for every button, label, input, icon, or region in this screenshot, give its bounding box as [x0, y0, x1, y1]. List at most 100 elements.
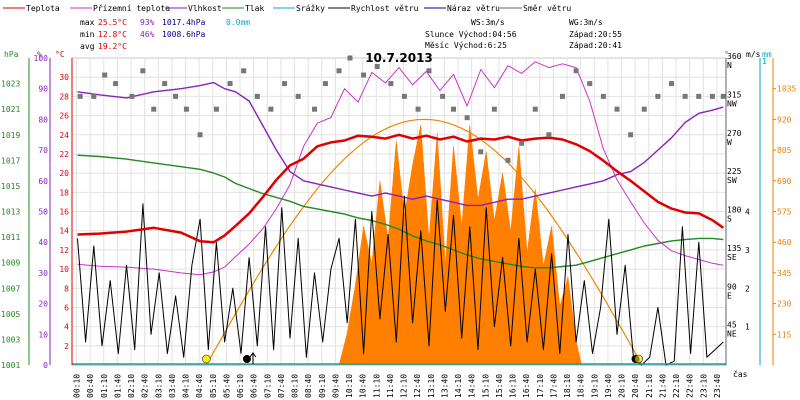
pressure-tick-label: 1011 — [1, 233, 20, 242]
stats-block: max 25.5°C 93% 1017.4hPa 0.0mm min 12.8°… — [80, 18, 250, 51]
solar-tick-label: 460 — [777, 238, 792, 247]
pressure-tick-label: 1007 — [1, 284, 20, 293]
x-tick-label: 20:40 — [631, 374, 640, 398]
axes-layer: 00:10 00:40 01:10 01:40 02:10 02:40 03:10 03:40… — [1, 52, 796, 398]
wind-direction-point — [173, 93, 179, 99]
wind-direction-point — [77, 93, 83, 99]
x-tick-label: 04:40 — [195, 374, 204, 398]
x-tick-label: 16:40 — [522, 374, 531, 398]
pressure-tick-label: 1015 — [1, 182, 20, 191]
legend-smer-vetru: Směr větru — [523, 4, 571, 13]
sunrise-marker — [201, 354, 211, 364]
pressure-tick-label: 1009 — [1, 259, 20, 268]
x-tick-label: 23:10 — [699, 374, 708, 398]
humidity-tick-label: 80 — [38, 115, 48, 124]
temperature-tick-label: 14 — [59, 227, 69, 236]
temperature-tick-label: 6 — [64, 303, 69, 312]
x-tick-label: 14:10 — [454, 374, 463, 398]
humidity-tick-label: 60 — [38, 177, 48, 186]
wind-dir-tick-value: 180 — [727, 206, 742, 215]
x-tick-label: 18:10 — [563, 374, 572, 398]
wind-direction-point — [415, 106, 421, 112]
wind-direction-point — [426, 68, 432, 74]
wind-direction-point — [295, 93, 301, 99]
humidity-tick-label: 0 — [43, 361, 48, 370]
wind-direction-point — [102, 72, 108, 78]
wind-dir-tick-value: 315 — [727, 90, 742, 99]
wind-direction-point — [91, 93, 97, 99]
wind-direction-point — [655, 93, 661, 99]
info-sun-set: Západ:20:55 — [569, 30, 622, 39]
legend-vlhkost: Vlhkost — [188, 4, 222, 13]
x-tick-label: 23:40 — [713, 374, 722, 398]
pressure-tick-label: 1017 — [1, 156, 20, 165]
humidity-tick-label: 100 — [34, 54, 49, 63]
wind-direction-point — [388, 81, 394, 87]
temperature-tick-label: 26 — [59, 112, 69, 121]
x-tick-label: 01:10 — [100, 374, 109, 398]
wind-direction-point — [254, 93, 260, 99]
humidity-tick-label: 90 — [38, 85, 48, 94]
wind-direction-point — [451, 106, 456, 112]
pressure-tick-label: 1003 — [1, 335, 20, 344]
x-axis-label: čas — [733, 369, 748, 379]
temperature-tick-label: 18 — [59, 188, 69, 197]
wind-direction-point — [478, 149, 484, 155]
stats-max-label: max — [80, 18, 95, 27]
x-tick-label: 12:10 — [400, 374, 409, 398]
x-tick-label: 08:10 — [291, 374, 300, 398]
info-ws: WS:3m/s — [471, 18, 505, 27]
temperature-tick-label: 22 — [59, 150, 69, 159]
stats-max-hum: 93% — [140, 18, 155, 27]
x-tick-label: 22:40 — [686, 374, 695, 398]
x-tick-label: 12:40 — [413, 374, 422, 398]
temperature-tick-label: 12 — [59, 246, 69, 255]
wind-direction-point — [682, 93, 688, 99]
lines-layer — [72, 61, 726, 366]
wind-direction-point — [241, 68, 247, 74]
markers-layer — [201, 352, 643, 364]
moonrise-arrow-head — [249, 352, 257, 358]
wind-direction-point — [183, 106, 189, 112]
x-tick-label: 19:40 — [604, 374, 613, 398]
wind-direction-point — [669, 81, 674, 87]
x-tick-label: 17:10 — [536, 374, 545, 398]
humidity-tick-label: 40 — [38, 238, 48, 247]
legend-teplota: Teplota — [26, 4, 60, 13]
x-tick-label: 01:40 — [113, 374, 122, 398]
stats-min-press: 1008.6hPa — [162, 30, 206, 39]
wind-direction-point — [519, 140, 525, 146]
pressure-tick-label: 1013 — [1, 208, 20, 217]
wind-direction-point — [641, 106, 647, 112]
wind-speed-unit: m/s — [746, 50, 761, 59]
x-tick-label: 15:40 — [495, 374, 504, 398]
x-tick-label: 11:40 — [386, 374, 395, 398]
x-tick-label: 02:40 — [141, 374, 150, 398]
wind-direction-point — [151, 106, 157, 112]
wind-direction-point — [587, 81, 593, 87]
wind-dir-tick-value: 45 — [727, 321, 737, 330]
pressure-tick-label: 1021 — [1, 105, 20, 114]
x-tick-label: 06:10 — [236, 374, 245, 398]
wind-direction-point — [532, 106, 538, 112]
wind-direction-point — [336, 68, 342, 74]
wind-dir-tick-value: 360 — [727, 52, 742, 61]
pressure-tick-label: 1023 — [1, 80, 20, 89]
wind-speed-tick-label: 4 — [745, 208, 750, 217]
legend-srazky: Srážky — [296, 4, 325, 13]
humidity-tick-label: 20 — [38, 300, 48, 309]
info-sun: Slunce Východ:04:56 — [425, 30, 517, 39]
wind-speed-tick-label: 3 — [745, 246, 750, 255]
wind-direction-point — [720, 93, 726, 99]
legend-prizemni-teplota: Přízemní teplota — [93, 4, 170, 13]
temperature-tick-label: 16 — [59, 208, 69, 217]
temperature-tick-label: 24 — [59, 131, 69, 140]
wind-direction-point — [546, 132, 552, 138]
x-tick-label: 15:10 — [481, 374, 490, 398]
info-moon-set: Západ:20:41 — [569, 41, 622, 50]
wind-direction-point — [162, 81, 168, 87]
x-tick-label: 14:40 — [468, 374, 477, 398]
humidity-tick-label: 70 — [38, 146, 48, 155]
wind-direction-point — [213, 106, 219, 112]
